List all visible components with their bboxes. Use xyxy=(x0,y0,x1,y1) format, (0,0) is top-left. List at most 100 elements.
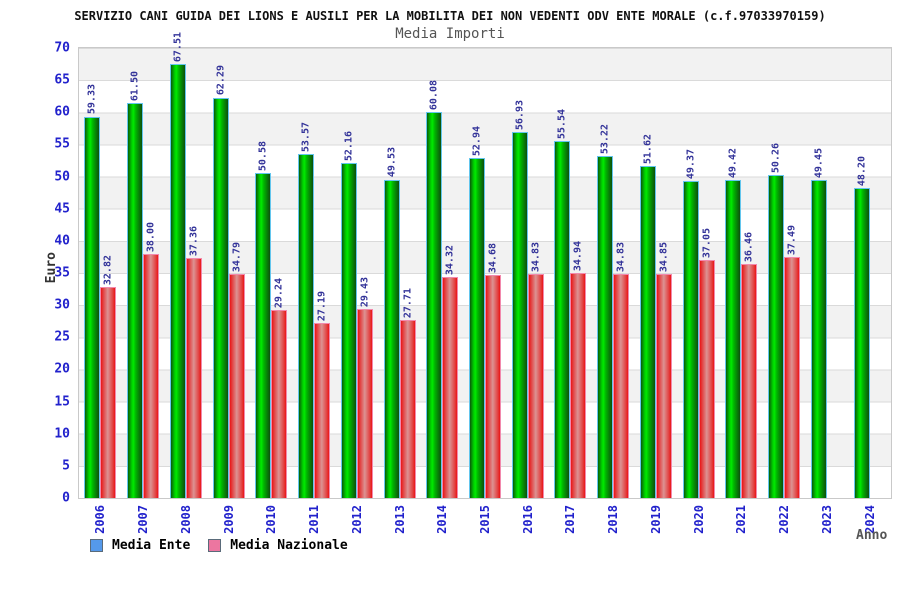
legend-item: Media Nazionale xyxy=(208,538,348,553)
year-group: 61.50 38.00 2007 xyxy=(122,48,165,534)
bar-media-ente: 59.33 xyxy=(84,84,101,498)
bar-value-label: 27.19 xyxy=(316,291,328,322)
bar-media-ente: 52.16 xyxy=(340,131,357,498)
legend: Media Ente Media Nazionale xyxy=(90,538,366,553)
bar-media-nazionale: 29.24 xyxy=(271,278,288,498)
bar-value-label: 37.36 xyxy=(188,225,200,256)
bar-media-nazionale: 32.82 xyxy=(100,255,117,498)
bar-pair: 51.62 34.85 xyxy=(639,48,672,498)
bar-value-label: 38.00 xyxy=(145,221,157,252)
year-group: 53.22 34.83 2018 xyxy=(592,48,635,534)
bar-pair: 49.53 27.71 xyxy=(383,48,416,498)
bar-value-label: 53.57 xyxy=(300,121,312,152)
bar-pair: 50.26 37.49 xyxy=(768,48,801,498)
bar-media-ente: 62.29 xyxy=(212,65,229,498)
bar-media-ente: 50.26 xyxy=(768,143,785,498)
bar-value-label: 29.24 xyxy=(273,277,285,309)
bar-media-nazionale: 34.68 xyxy=(484,243,501,498)
bar-value-label: 60.08 xyxy=(428,79,440,110)
year-group: 49.42 36.46 2021 xyxy=(720,48,763,534)
y-tick-label: 35 xyxy=(54,265,70,281)
bar-value-label: 52.16 xyxy=(343,130,355,161)
bar-value-label: 32.82 xyxy=(102,254,114,286)
bar-value-label: 55.54 xyxy=(556,108,568,139)
year-group: 50.26 37.49 2022 xyxy=(763,48,806,534)
bar-value-label: 37.05 xyxy=(701,227,713,258)
bar-pair: 48.20 xyxy=(853,48,886,498)
chart-subtitle: Media Importi xyxy=(395,26,505,42)
plot-area: 59.33 32.82 2006 61.50 38.00 2007 67.51 37.36 20… xyxy=(54,32,892,534)
bar-media-nazionale: 34.32 xyxy=(442,245,459,498)
bar-media-ente: 55.54 xyxy=(554,109,571,498)
bar-value-label: 56.93 xyxy=(514,99,526,131)
y-tick-label: 15 xyxy=(54,394,70,410)
bar-value-label: 36.46 xyxy=(743,231,755,262)
bar-media-ente: 56.93 xyxy=(511,100,528,498)
y-tick-label: 0 xyxy=(62,490,70,506)
x-tick-label: 2022 xyxy=(777,505,792,534)
y-tick-label: 60 xyxy=(54,104,70,120)
y-tick-label: 55 xyxy=(54,136,70,152)
bar-pair: 49.42 36.46 xyxy=(725,48,758,498)
bar-media-nazionale: 37.49 xyxy=(784,225,801,498)
bar-media-ente: 67.51 xyxy=(169,32,186,498)
bar-media-ente: 53.22 xyxy=(597,124,614,498)
bar-media-ente: 61.50 xyxy=(127,71,144,498)
y-tick-label: 50 xyxy=(54,169,70,185)
year-group: 60.08 34.32 2014 xyxy=(421,48,464,534)
legend-item: Media Ente xyxy=(90,538,190,553)
bar-value-label: 34.32 xyxy=(444,245,456,276)
bar-value-label: 48.20 xyxy=(856,156,868,187)
bar-value-label: 34.85 xyxy=(658,241,670,272)
bar-value-label: 34.83 xyxy=(615,241,627,273)
bar-media-nazionale: 38.00 xyxy=(143,222,160,498)
year-group: 53.57 27.19 2011 xyxy=(293,48,336,534)
bar-pair: 52.16 29.43 xyxy=(340,48,373,498)
x-tick-label: 2011 xyxy=(307,505,322,534)
bar-value-label: 61.50 xyxy=(129,70,141,101)
bar-value-label: 50.26 xyxy=(770,142,782,173)
year-group: 56.93 34.83 2016 xyxy=(506,48,549,534)
year-group: 49.53 27.71 2013 xyxy=(378,48,421,534)
year-group: 49.37 37.05 2020 xyxy=(677,48,720,534)
bar-pair: 67.51 37.36 xyxy=(169,32,202,498)
bar-pair: 49.37 37.05 xyxy=(682,48,715,498)
y-tick-label: 70 xyxy=(54,40,70,56)
y-tick-label: 65 xyxy=(54,72,70,88)
bar-value-label: 34.94 xyxy=(572,241,584,272)
x-tick-label: 2015 xyxy=(477,505,492,534)
year-group: 55.54 34.94 2017 xyxy=(549,48,592,534)
bar-media-nazionale: 29.43 xyxy=(356,277,373,498)
bar-pair: 50.58 29.24 xyxy=(255,48,288,498)
bar-media-nazionale: 34.83 xyxy=(613,242,630,498)
bar-value-label: 34.68 xyxy=(487,242,499,274)
bar-media-nazionale: 34.94 xyxy=(570,241,587,498)
bar-value-label: 49.37 xyxy=(685,148,697,179)
bar-media-nazionale: 37.36 xyxy=(185,226,202,498)
year-group: 52.94 34.68 2015 xyxy=(464,48,507,534)
y-tick-label: 10 xyxy=(54,426,70,442)
x-tick-label: 2012 xyxy=(349,505,364,534)
y-tick-label: 25 xyxy=(54,329,70,345)
x-tick-label: 2017 xyxy=(563,505,578,534)
bar-value-label: 59.33 xyxy=(86,84,98,115)
year-group: 67.51 37.36 2008 xyxy=(164,32,207,534)
x-tick-label: 2020 xyxy=(691,505,706,534)
y-tick-label: 45 xyxy=(54,201,70,217)
x-tick-label: 2006 xyxy=(93,505,108,534)
bar-pair: 61.50 38.00 xyxy=(127,48,160,498)
bar-media-ente: 51.62 xyxy=(639,134,656,498)
bar-pair: 53.22 34.83 xyxy=(597,48,630,498)
bar-value-label: 52.94 xyxy=(471,125,483,156)
x-tick-label: 2013 xyxy=(392,505,407,534)
bar-pair: 52.94 34.68 xyxy=(468,48,501,498)
x-tick-label: 2023 xyxy=(819,505,834,534)
legend-swatch-icon xyxy=(90,539,103,552)
year-group: 52.16 29.43 2012 xyxy=(335,48,378,534)
bar-media-ente: 52.94 xyxy=(468,126,485,498)
bar-media-nazionale: 34.79 xyxy=(228,242,245,498)
bar-media-nazionale: 34.85 xyxy=(655,242,672,498)
y-tick-label: 40 xyxy=(54,233,70,249)
bar-value-label: 34.83 xyxy=(530,241,542,273)
